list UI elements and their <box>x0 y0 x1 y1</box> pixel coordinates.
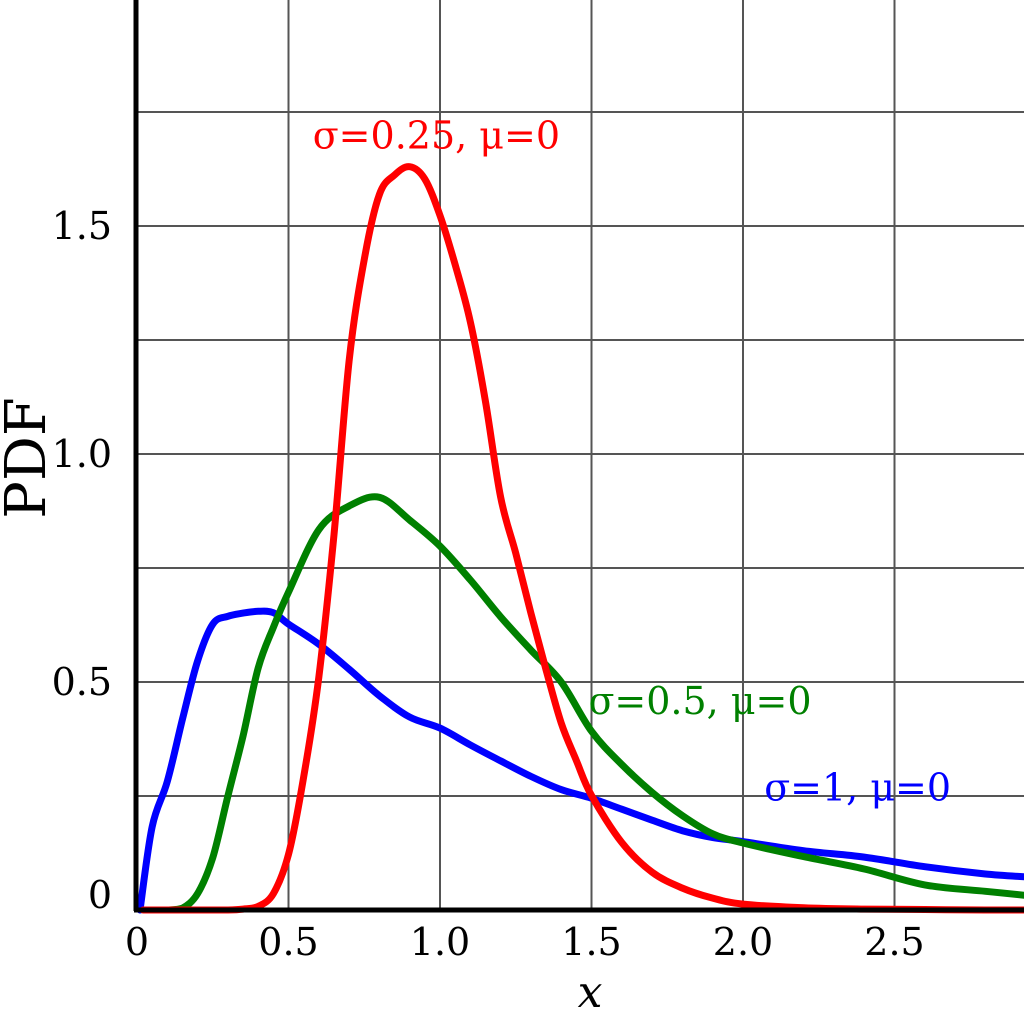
x-tick-label: 1.5 <box>561 920 621 964</box>
series-annotation: σ=0.25, μ=0 <box>313 113 560 157</box>
series-annotations: σ=1, μ=0 σ=0.5, μ=0 σ=0.25, μ=0 <box>313 113 951 809</box>
series-line <box>148 493 1024 914</box>
y-tick-label: 0 <box>88 873 112 917</box>
x-tick-label: 2.0 <box>713 920 773 964</box>
x-tick-label: 0.5 <box>258 920 318 964</box>
x-tick-label: 1.0 <box>410 920 470 964</box>
y-axis-title: PDF <box>0 397 59 518</box>
series-annotation: σ=0.5, μ=0 <box>588 679 811 723</box>
series-line <box>139 163 1024 914</box>
x-axis-title: x <box>578 967 603 1018</box>
x-tick-label: 2.5 <box>864 920 924 964</box>
y-tick-label: 1.5 <box>52 204 112 248</box>
axes <box>133 0 1024 913</box>
y-tick-label: 1.0 <box>52 432 112 476</box>
series-layer <box>136 163 1024 914</box>
grid <box>137 0 1024 910</box>
tick-labels: 0 0.5 1.0 1.5 2.0 2.5 0 0.5 1.0 1.5 <box>52 204 925 964</box>
y-tick-label: 0.5 <box>52 660 112 704</box>
series-annotation: σ=1, μ=0 <box>764 766 951 810</box>
x-tick-label: 0 <box>125 920 149 964</box>
